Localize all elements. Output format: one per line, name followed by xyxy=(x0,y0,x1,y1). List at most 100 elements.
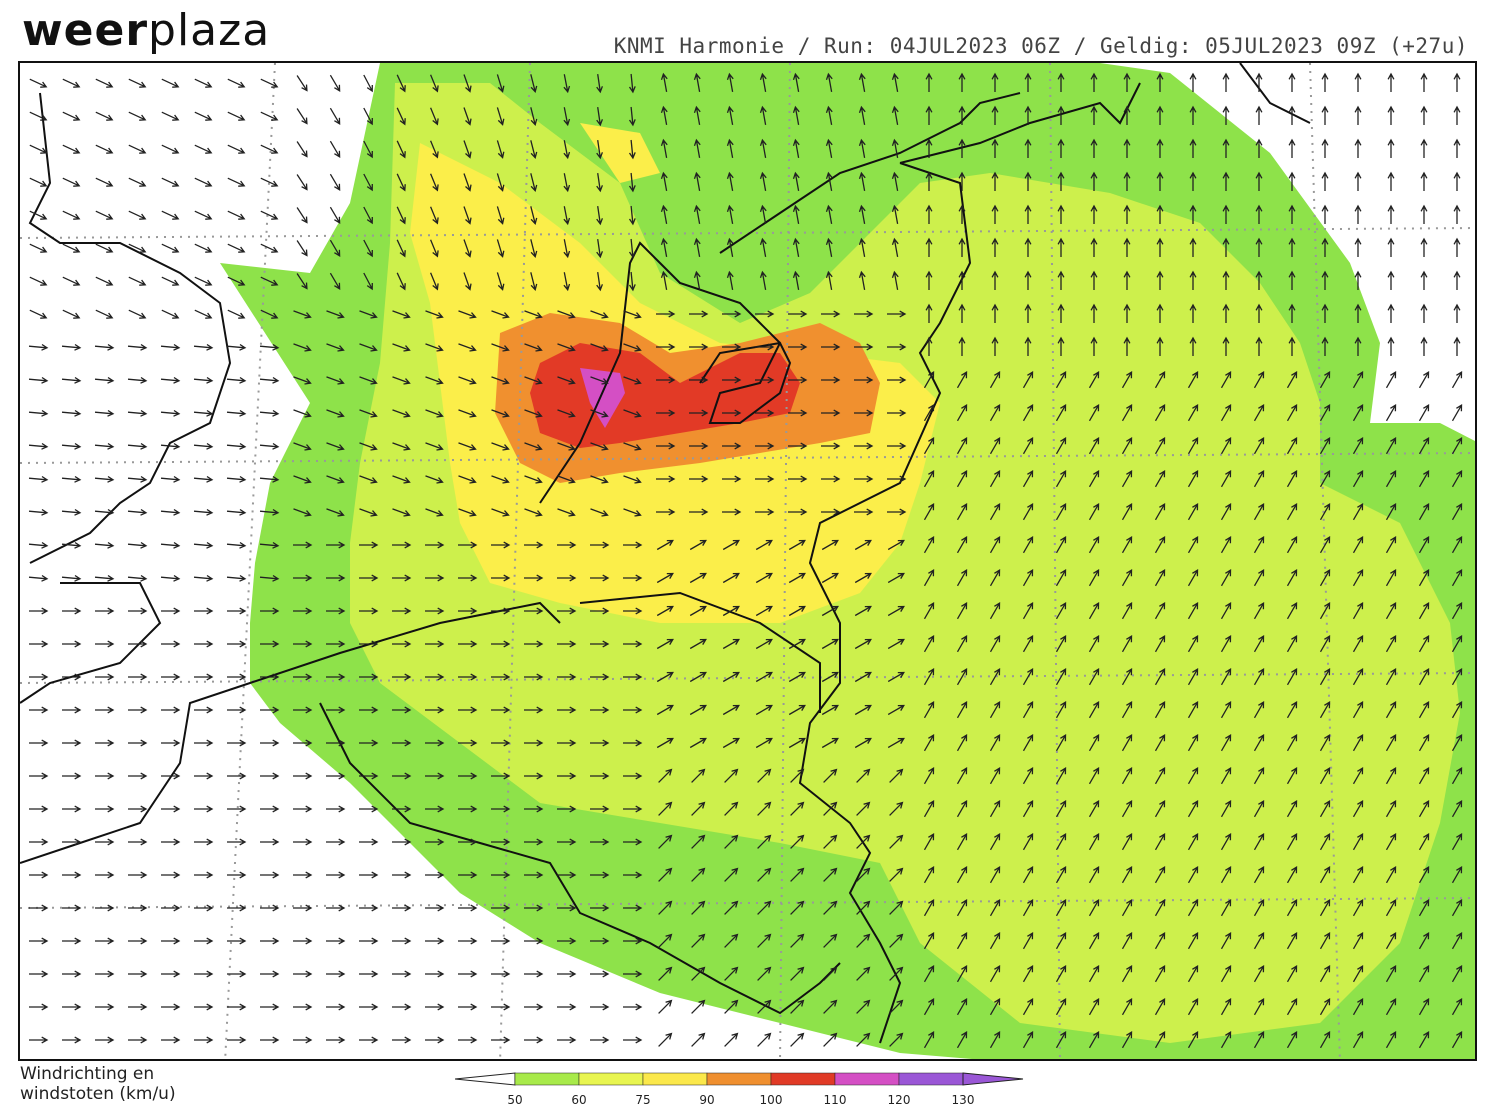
wind-arrow xyxy=(392,310,411,319)
wind-arrow xyxy=(1055,635,1067,653)
wind-arrow xyxy=(956,470,968,488)
wind-arrow xyxy=(889,1032,904,1047)
wind-arrow xyxy=(557,640,577,648)
wind-arrow xyxy=(1286,701,1298,719)
wind-arrow xyxy=(790,933,805,948)
wind-arrow xyxy=(194,210,213,220)
wind-arrow xyxy=(226,574,247,582)
wind-arrow xyxy=(563,140,571,160)
wind-arrow xyxy=(127,343,148,351)
wind-arrow xyxy=(887,409,907,417)
wind-arrow xyxy=(887,671,905,683)
wind-arrow xyxy=(1453,270,1461,290)
legend-swatch xyxy=(642,1072,708,1086)
wind-arrow xyxy=(1420,171,1428,191)
wind-arrow xyxy=(392,640,412,648)
wind-arrow xyxy=(425,937,445,945)
wind-arrow xyxy=(1319,866,1331,884)
wind-arrow xyxy=(925,105,933,125)
wind-arrow xyxy=(925,138,933,158)
wind-arrow xyxy=(1319,998,1331,1016)
wind-arrow xyxy=(326,904,346,912)
wind-arrow xyxy=(227,144,246,154)
nl-north-coast xyxy=(719,92,1021,254)
wind-arrow xyxy=(1286,602,1298,620)
wind-arrow xyxy=(1253,1031,1265,1049)
wind-arrow xyxy=(1088,899,1100,917)
wind-arrow xyxy=(160,409,181,417)
wind-arrow xyxy=(1385,701,1397,719)
wind-arrow xyxy=(790,867,805,882)
wind-arrow xyxy=(1088,371,1100,389)
wind-arrow xyxy=(757,801,772,816)
wind-arrow xyxy=(991,105,999,125)
wind-arrow xyxy=(1187,437,1199,455)
wind-arrow xyxy=(491,574,511,582)
wind-arrow xyxy=(29,177,48,187)
wind-arrow xyxy=(823,768,838,783)
wind-arrow xyxy=(925,270,933,290)
wind-arrow xyxy=(128,144,147,154)
legend-swatch xyxy=(898,1072,964,1086)
wind-arrow xyxy=(1057,303,1065,323)
wind-arrow xyxy=(1154,866,1166,884)
wind-direction-arrows xyxy=(28,72,1463,1049)
wind-arrow xyxy=(825,237,833,258)
wind-arrow xyxy=(326,376,345,385)
wind-arrow xyxy=(557,508,576,517)
wind-arrow xyxy=(95,210,114,220)
wind-arrow xyxy=(590,508,609,517)
wind-arrow xyxy=(858,105,866,126)
wind-arrow xyxy=(161,970,181,978)
wind-arrow xyxy=(1453,204,1461,224)
wind-arrow xyxy=(194,1036,214,1044)
wind-arrow xyxy=(1222,336,1230,356)
wind-arrow xyxy=(161,177,180,187)
wind-arrow xyxy=(1022,998,1034,1016)
wind-arrow xyxy=(1352,833,1364,851)
wind-arrow xyxy=(788,376,808,384)
wind-arrow xyxy=(788,442,808,450)
wind-arrow xyxy=(889,834,904,849)
wind-arrow xyxy=(194,904,214,912)
wind-arrow xyxy=(326,970,346,978)
wind-arrow xyxy=(1352,404,1364,422)
wind-arrow xyxy=(923,800,935,818)
wind-arrow xyxy=(854,442,874,450)
wind-arrow xyxy=(194,177,213,187)
wind-arrow xyxy=(656,310,676,318)
wind-arrow xyxy=(29,805,49,813)
wind-arrow xyxy=(1220,734,1232,752)
wind-arrow xyxy=(1453,237,1461,257)
wind-arrow xyxy=(759,237,767,258)
wind-arrow xyxy=(590,574,610,582)
wind-arrow xyxy=(1156,237,1164,257)
wind-arrow xyxy=(1187,602,1199,620)
wind-arrow xyxy=(29,904,49,912)
wind-arrow xyxy=(1090,270,1098,290)
wind-arrow xyxy=(823,801,838,816)
wind-arrow xyxy=(628,205,636,226)
wind-arrow xyxy=(628,172,636,193)
wind-arrow xyxy=(128,309,147,319)
wind-arrow xyxy=(623,508,642,517)
wind-arrow xyxy=(825,138,833,159)
wind-arrow xyxy=(259,376,280,384)
wind-arrow xyxy=(1451,800,1463,818)
wind-arrow xyxy=(563,239,571,259)
wind-arrow xyxy=(1418,536,1430,554)
wind-arrow xyxy=(1121,1031,1133,1049)
wind-arrow xyxy=(1352,371,1364,389)
wind-arrow xyxy=(128,1003,148,1011)
wind-arrow xyxy=(425,706,445,714)
wind-arrow xyxy=(989,800,1001,818)
wind-arrow xyxy=(29,1003,49,1011)
wind-arrow xyxy=(463,74,472,93)
wind-arrow xyxy=(1088,767,1100,785)
wind-arrow xyxy=(755,704,773,716)
wind-arrow xyxy=(691,834,706,849)
wind-arrow xyxy=(458,607,478,615)
wind-arrow xyxy=(889,867,904,882)
wind-arrow xyxy=(1319,470,1331,488)
wind-arrow xyxy=(854,475,874,483)
